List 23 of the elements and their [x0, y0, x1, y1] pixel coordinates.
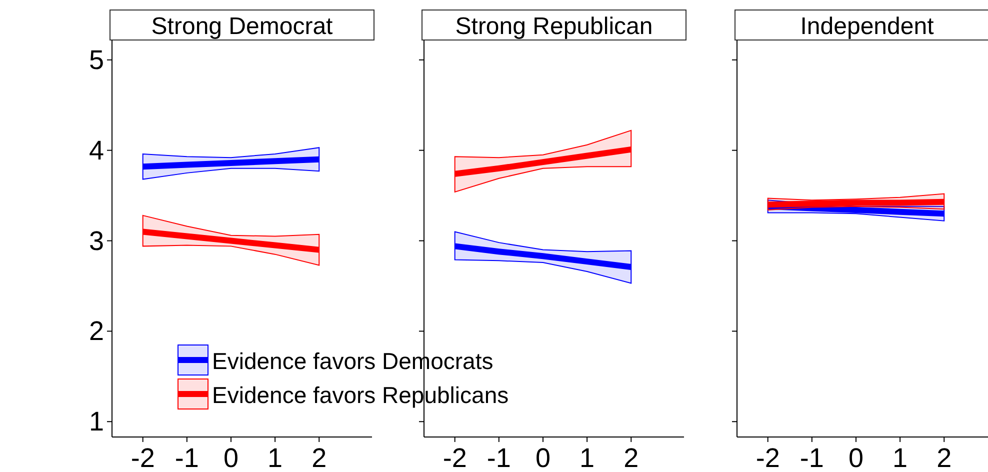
y-tick-label: 3: [88, 226, 104, 256]
x-tick-label: -2: [130, 443, 155, 472]
x-tick-label: 2: [312, 443, 327, 472]
x-tick-label: 0: [223, 443, 238, 472]
chart-title: Strong Democrat: [151, 13, 334, 40]
x-tick-label: 0: [535, 443, 550, 472]
y-tick-label: 4: [88, 135, 104, 166]
x-tick-label: 0: [848, 443, 864, 472]
y-tick-label: 2: [88, 316, 104, 346]
x-tick-label: 2: [624, 443, 639, 472]
x-tick-label: -2: [442, 443, 467, 472]
x-tick-label: -1: [800, 443, 824, 472]
chart-title: Independent: [800, 13, 934, 40]
x-tick-label: -2: [756, 443, 780, 472]
x-tick-label: 1: [580, 443, 595, 472]
x-tick-label: 2: [936, 443, 952, 472]
x-tick-label: 1: [268, 443, 283, 472]
chart-title: Strong Republican: [455, 13, 653, 40]
x-tick-label: 1: [892, 443, 908, 472]
x-tick-label: -1: [486, 443, 511, 472]
y-tick-label: 1: [88, 406, 104, 437]
x-tick-label: -1: [174, 443, 199, 472]
y-tick-label: 5: [88, 44, 104, 75]
